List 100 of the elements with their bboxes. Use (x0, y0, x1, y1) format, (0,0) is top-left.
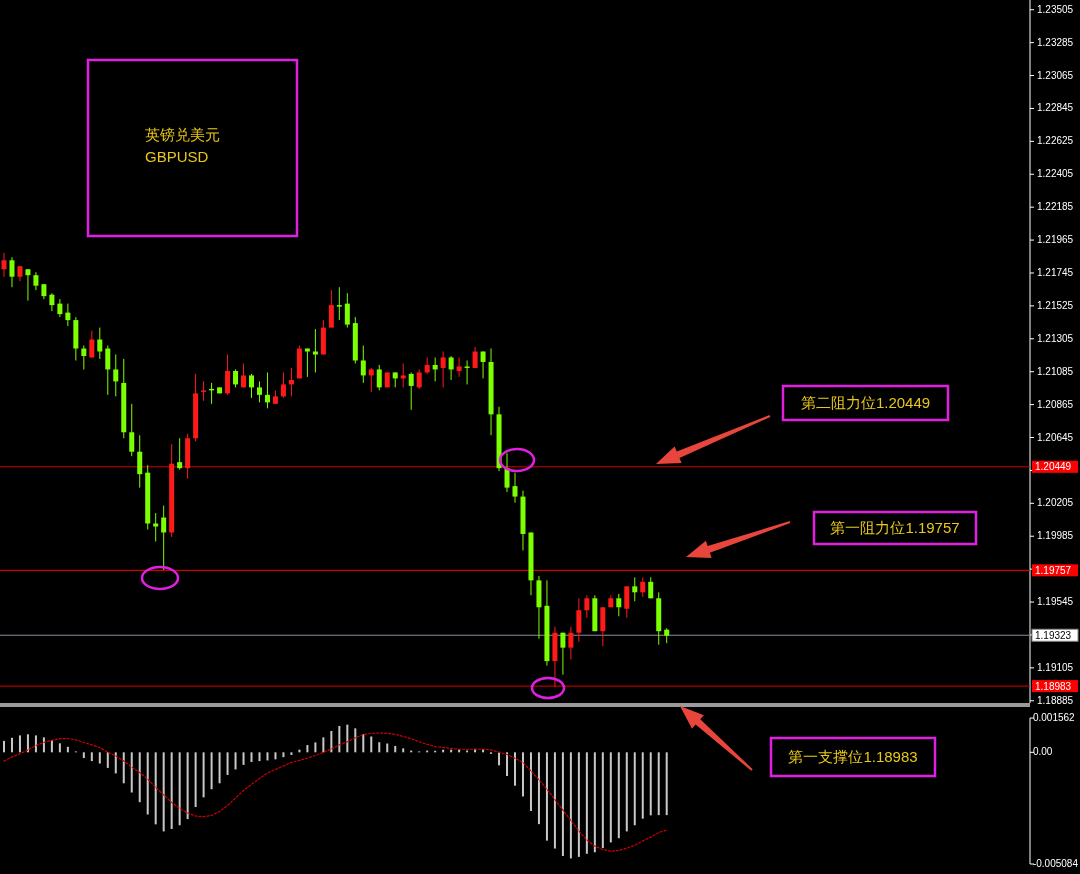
bar (577, 752, 580, 857)
ref-line-label: 1.18983 (1032, 680, 1078, 693)
ref-line-label: 1.20449 (1035, 460, 1072, 472)
y-tick-label: 1.23505 (1037, 3, 1074, 15)
y-tick-label: 1.21965 (1037, 233, 1074, 245)
bar (226, 752, 229, 775)
bar (657, 752, 660, 816)
y-tick-label: 1.21305 (1037, 332, 1074, 344)
bar (66, 746, 69, 753)
y-tick-label: 1.22845 (1037, 102, 1074, 114)
bar (258, 752, 261, 762)
title-box: 英镑兑美元 GBPUSD (86, 58, 299, 238)
bar (514, 752, 516, 786)
bar (585, 752, 588, 854)
bar (625, 752, 628, 832)
bar (498, 752, 501, 766)
bar (346, 724, 349, 753)
y-tick-label: 1.23285 (1037, 36, 1074, 48)
bar (18, 735, 21, 753)
bar (617, 752, 620, 839)
y-tick-label: 0.001562 (1032, 711, 1076, 723)
bar (170, 752, 173, 829)
bar (186, 752, 189, 820)
bar (521, 752, 524, 797)
y-tick-label: 1.20205 (1037, 496, 1074, 508)
bar (98, 752, 101, 764)
bar (234, 752, 237, 770)
bar (130, 752, 133, 793)
y-tick-label: 1.21085 (1037, 365, 1074, 377)
y-tick-label: 1.19985 (1037, 529, 1074, 541)
bar (218, 752, 221, 784)
bar (569, 752, 572, 859)
bar (274, 752, 277, 760)
bar (250, 752, 253, 762)
bar (537, 752, 540, 825)
bar (178, 752, 181, 826)
ref-line-label: 1.19323 (1031, 628, 1079, 642)
ref-line-label: 1.19757 (1032, 564, 1078, 577)
bar (162, 752, 165, 832)
annotation: 第二阻力位1.20449 (800, 393, 931, 411)
bar (306, 745, 309, 753)
y-tick-label: 1.22625 (1037, 134, 1074, 146)
bar (529, 752, 532, 811)
y-tick-label: 1.18885 (1037, 694, 1074, 706)
bar (82, 752, 85, 759)
ref-line-label: 1.19323 (1035, 629, 1072, 641)
y-tick-label: 1.21745 (1037, 266, 1074, 278)
bar (338, 725, 341, 753)
bar (42, 737, 45, 753)
annotation-box: 第二阻力位1.20449 (781, 384, 950, 422)
bar (122, 752, 125, 784)
bar (202, 752, 205, 798)
ref-line-label: 1.19757 (1035, 564, 1072, 576)
bar (266, 752, 269, 761)
bar (10, 737, 13, 753)
bar (601, 752, 604, 849)
bar (146, 752, 149, 815)
bar (26, 734, 29, 753)
y-tick-label: -0.005084 (1032, 857, 1079, 869)
bar (90, 752, 93, 762)
y-tick-label: 1.20645 (1037, 431, 1074, 443)
bar (154, 752, 157, 825)
bar (242, 752, 245, 765)
bar (561, 752, 564, 856)
bar (322, 737, 325, 753)
y-tick-label: 1.22185 (1037, 200, 1074, 212)
bar (402, 748, 405, 753)
y-tick-label: 1.23065 (1037, 69, 1074, 81)
bar (106, 752, 109, 768)
bar (330, 731, 333, 753)
y-tick-label: 1.19545 (1037, 595, 1074, 607)
bar (506, 752, 509, 777)
bar (114, 752, 117, 774)
annotation: 第一阻力位1.19757 (830, 518, 960, 536)
bar (593, 752, 596, 853)
bar (2, 740, 5, 753)
ref-line-label: 1.18983 (1035, 680, 1072, 692)
bar (282, 752, 285, 758)
y-tick-label: 0.00 (1032, 745, 1053, 757)
y-tick-label: 1.19105 (1037, 661, 1074, 673)
bar (58, 743, 61, 753)
bar (290, 752, 293, 755)
bar (362, 734, 365, 753)
bar (354, 728, 357, 753)
bar (545, 752, 548, 841)
bar (194, 752, 197, 808)
bar (633, 752, 636, 826)
annotation: 第一支撑位1.18983 (788, 747, 918, 765)
y-tick-label: 1.22405 (1037, 167, 1074, 179)
bar (138, 752, 141, 803)
bar (649, 752, 652, 816)
bar (553, 752, 556, 849)
annotation-box: 第一支撑位1.18983 (769, 736, 937, 778)
bar (378, 742, 381, 753)
annotation-box: 第一阻力位1.19757 (812, 510, 978, 546)
bar (314, 742, 317, 753)
bar (210, 752, 213, 790)
bar (370, 736, 373, 753)
bar (394, 745, 397, 753)
bar (641, 752, 644, 819)
